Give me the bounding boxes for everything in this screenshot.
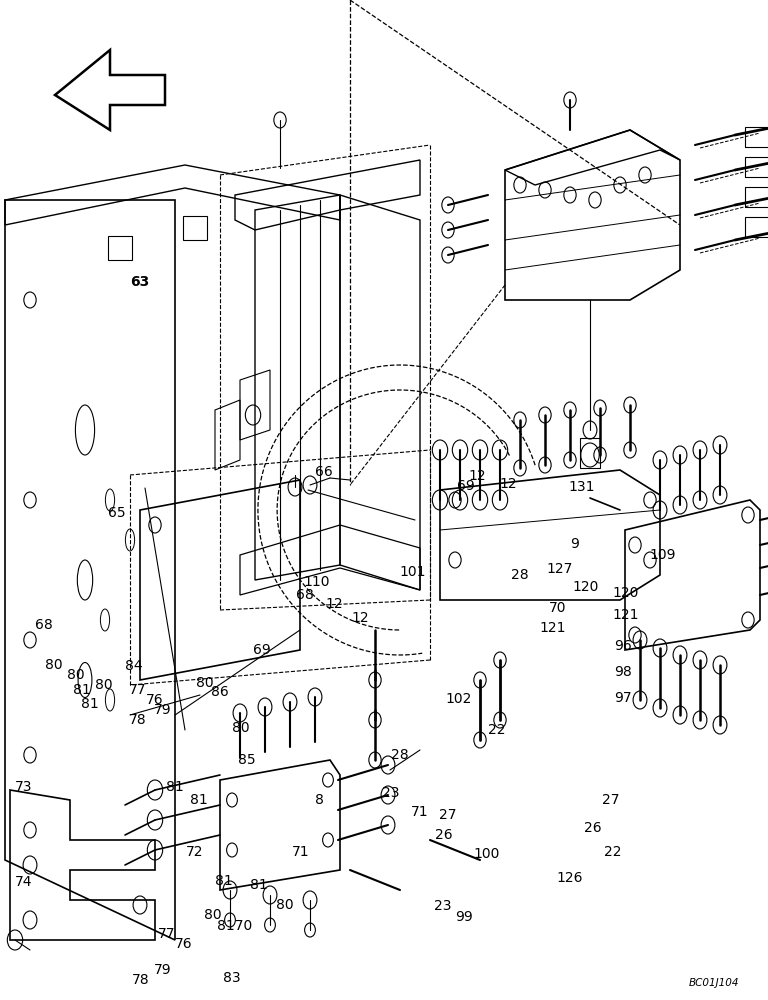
Text: 102: 102 — [445, 692, 472, 706]
Text: 81: 81 — [215, 874, 233, 888]
Text: 98: 98 — [614, 665, 632, 679]
Text: 97: 97 — [614, 691, 632, 705]
Text: 66: 66 — [315, 465, 333, 479]
Text: 28: 28 — [391, 748, 409, 762]
Text: 74: 74 — [15, 875, 33, 889]
Text: 109: 109 — [649, 548, 676, 562]
Text: 69: 69 — [253, 643, 271, 657]
Text: 81: 81 — [250, 878, 267, 892]
Text: 120: 120 — [572, 580, 598, 594]
Text: 81: 81 — [81, 697, 99, 711]
Text: 76: 76 — [175, 937, 193, 951]
Text: 85: 85 — [238, 753, 256, 767]
Text: 81: 81 — [190, 793, 207, 807]
Text: 86: 86 — [211, 685, 229, 699]
Text: 9: 9 — [570, 537, 579, 551]
Text: 73: 73 — [15, 780, 33, 794]
Text: 27: 27 — [602, 793, 620, 807]
Text: 26: 26 — [435, 828, 453, 842]
Text: 12: 12 — [351, 611, 369, 625]
Text: 71: 71 — [411, 805, 429, 819]
Text: 12: 12 — [468, 469, 486, 483]
Bar — [108, 236, 131, 260]
Text: 78: 78 — [129, 713, 147, 727]
Text: 12: 12 — [499, 477, 517, 491]
Text: 8: 8 — [315, 793, 324, 807]
Text: 80: 80 — [276, 898, 294, 912]
Text: 80: 80 — [232, 721, 250, 735]
Text: 69: 69 — [457, 479, 475, 493]
Text: 84: 84 — [125, 659, 143, 673]
Text: 68: 68 — [296, 588, 313, 602]
Text: 101: 101 — [399, 565, 426, 579]
Text: 63: 63 — [131, 275, 150, 289]
Text: 131: 131 — [568, 480, 595, 494]
Bar — [745, 187, 768, 207]
Text: 100: 100 — [474, 847, 500, 861]
Text: 8170: 8170 — [217, 919, 252, 933]
Bar — [745, 217, 768, 237]
Text: 81: 81 — [166, 780, 184, 794]
Text: 22: 22 — [604, 845, 621, 859]
Text: BC01J104: BC01J104 — [689, 978, 740, 988]
Text: 23: 23 — [382, 786, 399, 800]
Text: 77: 77 — [129, 683, 147, 697]
Text: 96: 96 — [614, 639, 632, 653]
Text: 126: 126 — [556, 871, 583, 885]
Text: 78: 78 — [132, 973, 150, 987]
Bar — [745, 127, 768, 147]
Text: 83: 83 — [223, 971, 240, 985]
Text: 79: 79 — [154, 703, 171, 717]
Text: 127: 127 — [547, 562, 573, 576]
Text: 121: 121 — [613, 608, 640, 622]
Text: 71: 71 — [292, 845, 310, 859]
Text: 80: 80 — [196, 676, 214, 690]
Text: 77: 77 — [158, 927, 176, 941]
Text: 121: 121 — [540, 621, 567, 635]
Text: 22: 22 — [488, 723, 505, 737]
Text: 120: 120 — [613, 586, 639, 600]
Text: 80: 80 — [204, 908, 221, 922]
Text: 12: 12 — [326, 597, 343, 611]
Text: 80: 80 — [67, 668, 84, 682]
Text: 65: 65 — [108, 506, 125, 520]
Bar — [184, 216, 207, 240]
Text: 68: 68 — [35, 618, 52, 632]
Text: 80: 80 — [95, 678, 113, 692]
Text: 80: 80 — [45, 658, 62, 672]
Bar — [745, 157, 768, 177]
Text: 76: 76 — [146, 693, 164, 707]
Text: 28: 28 — [511, 568, 528, 582]
Text: 70: 70 — [549, 601, 567, 615]
Bar — [580, 438, 600, 468]
Text: 79: 79 — [154, 963, 171, 977]
Text: 110: 110 — [303, 575, 330, 589]
Text: 81: 81 — [73, 683, 91, 697]
Text: 26: 26 — [584, 821, 601, 835]
Text: 23: 23 — [434, 899, 452, 913]
Text: 27: 27 — [439, 808, 456, 822]
Text: 99: 99 — [455, 910, 472, 924]
Text: 72: 72 — [186, 845, 204, 859]
